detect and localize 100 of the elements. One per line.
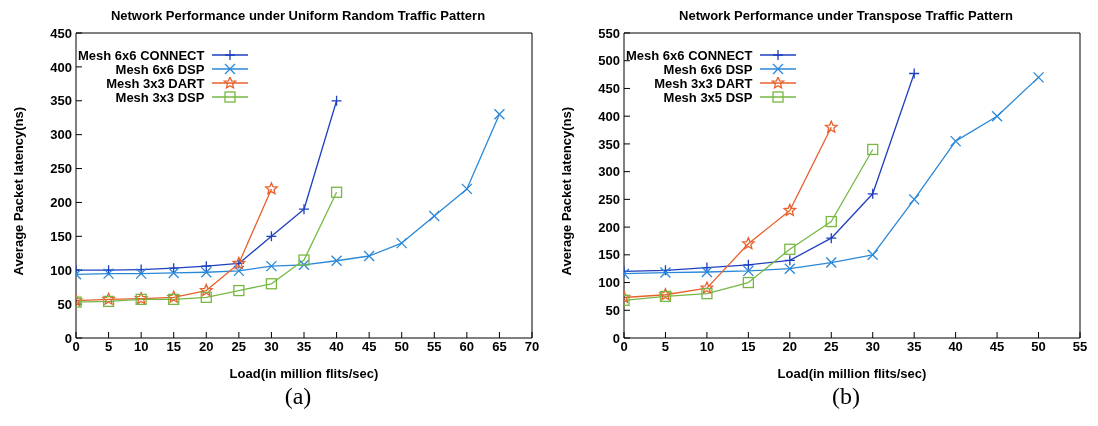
x-tick-label: 55: [427, 339, 442, 355]
y-tick-label: 350: [50, 93, 72, 109]
x-tick-label: 30: [865, 339, 880, 355]
point: [742, 276, 755, 289]
point: [701, 287, 713, 300]
x-tick-label: 10: [699, 339, 715, 355]
chart-title: Network Performance under Uniform Random Traffic Pattern: [109, 8, 487, 24]
x-tick-label: 15: [166, 339, 181, 355]
point: [908, 193, 920, 206]
y-axis-title: Average Packet latency(ns): [558, 106, 574, 276]
legend-label: Mesh 3x3 DART: [654, 75, 753, 91]
x-tick-label: 55: [1072, 339, 1088, 355]
point: [428, 210, 440, 222]
point: [784, 254, 796, 267]
point: [298, 259, 310, 271]
point: [825, 256, 837, 269]
y-tick-label: 450: [598, 81, 620, 97]
x-tick-label: 45: [989, 339, 1005, 355]
point: [199, 283, 213, 297]
y-tick-label: 100: [598, 275, 620, 291]
x-axis-title: Load(in million flits/sec): [777, 366, 927, 381]
y-axis-title: Average Packet latency(ns): [10, 106, 26, 276]
point: [102, 267, 115, 280]
x-tick-label: 25: [824, 339, 839, 355]
point: [265, 260, 278, 272]
y-tick-label: 100: [50, 262, 72, 278]
point: [742, 237, 755, 250]
y-tick-label: 450: [50, 25, 72, 41]
legend-label: Mesh 6x6 DSP: [663, 61, 753, 77]
x-tick-label: 20: [782, 339, 798, 355]
x-tick-label: 60: [459, 339, 475, 355]
y-tick-label: 150: [598, 247, 620, 263]
point: [742, 265, 755, 277]
y-tick-label: 150: [50, 228, 72, 244]
y-tick-label: 350: [598, 136, 620, 152]
y-tick-label: 500: [598, 53, 620, 69]
x-tick-label: 5: [661, 339, 670, 355]
point: [825, 215, 837, 228]
y-tick-label: 300: [598, 164, 620, 180]
point: [784, 263, 796, 275]
x-tick-label: 50: [394, 339, 409, 355]
point: [265, 230, 278, 242]
point: [233, 284, 245, 297]
point: [298, 254, 310, 266]
y-tick-label: 50: [57, 296, 72, 312]
point: [493, 108, 506, 120]
point: [168, 267, 180, 279]
text: (b): [831, 383, 861, 410]
point: [700, 281, 714, 294]
point: [742, 259, 755, 271]
point: [200, 260, 212, 272]
y-tick-label: 250: [598, 191, 620, 207]
point: [330, 255, 343, 267]
point: [135, 267, 147, 280]
x-tick-label: 70: [524, 339, 540, 355]
point: [867, 249, 879, 261]
point: [908, 67, 920, 80]
point: [330, 186, 343, 198]
point: [330, 95, 343, 107]
x-tick-label: 30: [264, 339, 279, 355]
point: [949, 135, 962, 147]
point: [265, 182, 278, 195]
point: [867, 188, 879, 200]
y-tick-label: 300: [50, 127, 72, 143]
legend-label: Mesh 6x6 DSP: [115, 61, 205, 77]
point: [991, 110, 1003, 122]
y-tick-label: 550: [598, 25, 620, 41]
legend-label: Mesh 6x6 CONNECT: [626, 47, 753, 63]
x-tick-label: 25: [231, 339, 247, 355]
y-tick-label: 200: [598, 219, 620, 235]
x-tick-label: 10: [133, 339, 149, 355]
x-tick-label: 40: [948, 339, 963, 355]
x-tick-label: 5: [104, 339, 113, 355]
point: [783, 203, 797, 216]
y-tick-label: 50: [605, 302, 620, 318]
x-tick-label: 15: [741, 339, 756, 355]
x-tick-label: 20: [199, 339, 214, 355]
point: [784, 243, 796, 255]
x-tick-label: 35: [906, 339, 922, 355]
legend-label: Mesh 3x5 DSP: [663, 89, 753, 105]
y-tick-label: 250: [50, 161, 72, 177]
y-tick-label: 400: [50, 59, 72, 75]
point: [461, 183, 473, 195]
point: [233, 265, 245, 277]
point: [824, 120, 838, 133]
point: [298, 203, 310, 215]
point: [825, 232, 837, 244]
x-tick-label: 40: [329, 339, 344, 355]
chart-title: Network Performance under Transpose Traffic Pattern: [678, 8, 1014, 24]
legend-label: Mesh 3x3 DSP: [115, 89, 205, 105]
point: [1032, 71, 1045, 84]
legend-label: Mesh 3x3 DART: [106, 75, 205, 91]
point: [396, 237, 408, 249]
point: [363, 250, 375, 262]
x-axis-title: Load(in million flits/sec): [229, 366, 379, 381]
point: [867, 143, 879, 156]
x-tick-label: 50: [1031, 339, 1046, 355]
x-tick-label: 45: [361, 339, 377, 355]
x-tick-label: 35: [296, 339, 312, 355]
point: [200, 266, 212, 278]
